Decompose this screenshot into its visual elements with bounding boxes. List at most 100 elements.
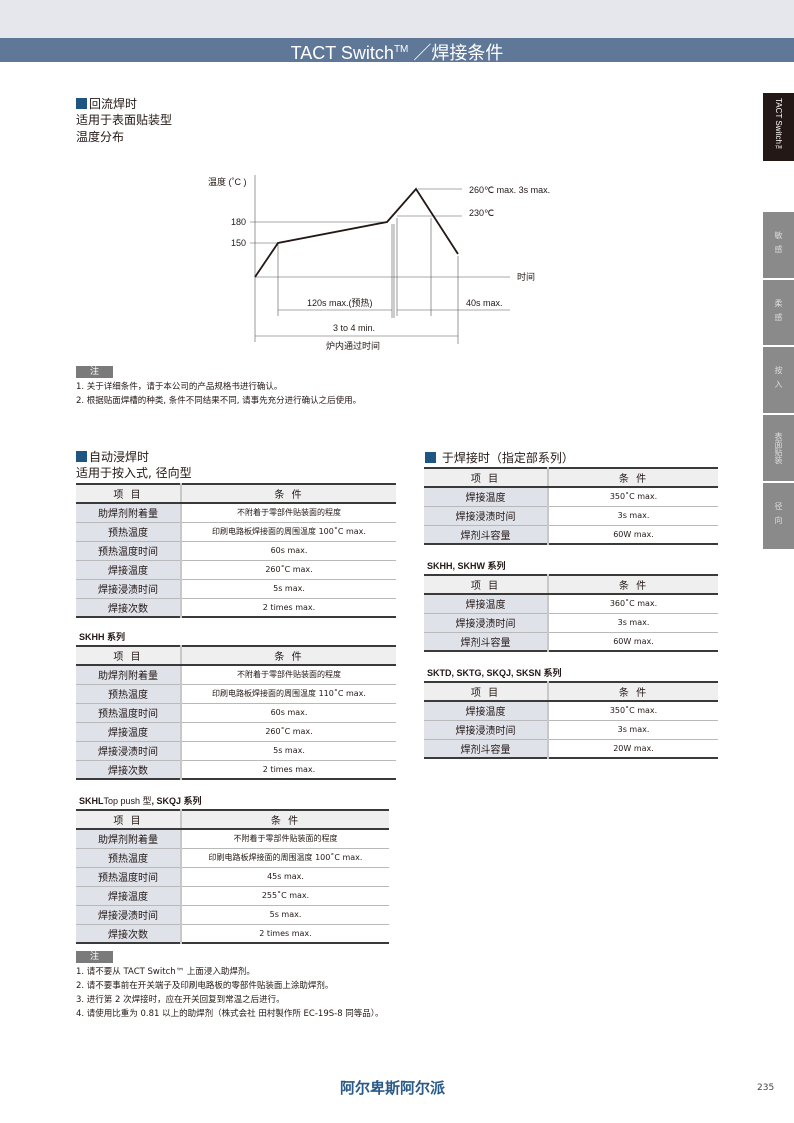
table-row: 焊接浸渍时间 3s max. — [424, 720, 718, 740]
side-tab-sensitive[interactable]: 敏感 — [763, 212, 794, 278]
condition-cell: 印刷电路板焊接面的周围温度 100˚C max. — [181, 522, 396, 542]
y-axis-label: 温度 (˚C ) — [208, 176, 247, 187]
condition-cell: 45s max. — [181, 867, 389, 887]
condition-cell: 条 件 — [181, 810, 389, 830]
table-row: 助焊剂附着量 不附着于零部件贴装面的程度 — [76, 665, 396, 685]
table-header-row: 项 目条 件 — [424, 575, 718, 595]
conditions-table: 项 目条 件助焊剂附着量 不附着于零部件贴装面的程度 预热温度 印刷电路板焊接面的周围… — [76, 483, 396, 618]
reflow-profile-diagram: 温度 (˚C ) 时间 180 150 260℃ max. 3s max. 23… — [208, 175, 550, 351]
item-cell: 助焊剂附着量 — [76, 503, 182, 523]
condition-cell: 印刷电路板焊接面的周围温度 110˚C max. — [181, 684, 396, 704]
condition-cell: 3s max. — [548, 720, 718, 740]
item-cell: 项 目 — [76, 484, 182, 504]
side-tab-tact-switch[interactable]: TACT Switch™ — [763, 93, 794, 161]
note-tag: 注 — [76, 366, 113, 378]
item-cell: 焊接温度 — [424, 701, 549, 721]
x-axis-label: 时间 — [517, 271, 535, 282]
brand-logo: 阿尔卑斯阿尔派 — [340, 1079, 446, 1097]
item-cell: 焊剂斗容量 — [424, 525, 549, 545]
item-cell: 焊接浸渍时间 — [76, 741, 182, 761]
side-tab-radial[interactable]: 径向 — [763, 483, 794, 549]
dip-heading-text: 自动浸焊时 — [89, 450, 150, 464]
table-row: 焊接浸渍时间 3s max. — [424, 506, 718, 526]
item-cell: 预热温度 — [76, 522, 182, 542]
item-cell: 焊接浸渍时间 — [76, 905, 182, 925]
total-label: 3 to 4 min. — [333, 323, 375, 333]
condition-cell: 2 times max. — [181, 924, 389, 944]
table-row: 预热温度时间 60s max. — [76, 541, 396, 561]
temperature-curve — [254, 187, 459, 278]
item-cell: 项 目 — [424, 468, 549, 488]
note-item: 1. 请不要从 TACT Switch™ 上面浸入助焊剂。 — [76, 967, 255, 977]
bullet-square-icon — [425, 452, 436, 463]
table-row: 助焊剂附着量 不附着于零部件贴装面的程度 — [76, 503, 396, 523]
side-tab-soft[interactable]: 柔感 — [763, 280, 794, 345]
item-cell: 预热温度 — [76, 684, 182, 704]
table-title: SKHH, SKHW 系列 — [427, 561, 506, 571]
condition-cell: 60s max. — [181, 703, 396, 723]
oven-time-label: 炉内通过时间 — [326, 340, 380, 351]
table-row: 焊接次数 2 times max. — [76, 924, 389, 944]
side-tab-push-in[interactable]: 按入 — [763, 347, 794, 413]
item-cell: 焊接次数 — [76, 924, 182, 944]
item-cell: 焊接浸渍时间 — [424, 613, 549, 633]
condition-cell: 不附着于零部件贴装面的程度 — [181, 503, 396, 523]
table-row: 焊接次数 2 times max. — [76, 598, 396, 618]
table-row: 焊接次数 2 times max. — [76, 760, 396, 780]
side-tab-smd[interactable]: 表面贴装 — [763, 415, 794, 481]
peak-label: 260℃ max. 3s max. — [469, 185, 550, 195]
table-header-row: 项 目条 件 — [76, 646, 396, 666]
condition-cell: 3s max. — [548, 613, 718, 633]
bullet-square-icon — [76, 451, 87, 462]
condition-cell: 印刷电路板焊接面的周围温度 100˚C max. — [181, 848, 389, 868]
item-cell: 焊接浸渍时间 — [424, 506, 549, 526]
conditions-table: 项 目条 件焊接温度 350˚C max. 焊接浸渍时间 3s max. 焊剂斗容量 20… — [424, 681, 718, 759]
item-cell: 焊接浸渍时间 — [424, 720, 549, 740]
condition-cell: 条 件 — [181, 484, 396, 504]
condition-cell: 2 times max. — [181, 598, 396, 618]
reflow-notes: 1. 关于详细条件，请于本公司的产品规格书进行确认。 2. 根据贴面焊槽的种类,… — [76, 380, 361, 408]
table-row: 焊接温度 255˚C max. — [76, 886, 389, 906]
table-title: SKTD, SKTG, SKQJ, SKSN 系列 — [427, 668, 562, 678]
condition-cell: 3s max. — [548, 506, 718, 526]
item-cell: 预热温度 — [76, 848, 182, 868]
note-item: 2. 请不要事前在开关端子及印刷电路板的零部件贴装面上涂助焊剂。 — [76, 981, 334, 991]
table-row: 预热温度 印刷电路板焊接面的周围温度 110˚C max. — [76, 684, 396, 704]
condition-cell: 60s max. — [181, 541, 396, 561]
condition-cell: 不附着于零部件贴装面的程度 — [181, 829, 389, 849]
table-row: 焊剂斗容量 20W max. — [424, 739, 718, 759]
page-number: 235 — [757, 1083, 775, 1093]
item-cell: 焊接温度 — [424, 487, 549, 507]
condition-cell: 360˚C max. — [548, 594, 718, 614]
condition-cell: 5s max. — [181, 579, 396, 599]
preheat-label: 120s max.(预热) — [307, 297, 373, 308]
table-row: 预热温度 印刷电路板焊接面的周围温度 100˚C max. — [76, 522, 396, 542]
condition-cell: 260˚C max. — [181, 560, 396, 580]
condition-cell: 条 件 — [548, 575, 718, 595]
reflow-heading-text: 回流焊时 — [89, 97, 138, 111]
note-item: 4. 请使用比重为 0.81 以上的助焊剂（株式会社 田村製作所 EC-19S-… — [76, 1009, 384, 1019]
table-row: 助焊剂附着量 不附着于零部件贴装面的程度 — [76, 829, 389, 849]
table-row: 焊接温度 260˚C max. — [76, 722, 396, 742]
note-item: 2. 根据贴面焊槽的种类, 条件不同结果不同, 请事先充分进行确认之后使用。 — [76, 396, 362, 406]
item-cell: 焊接温度 — [424, 594, 549, 614]
table-row: 预热温度 印刷电路板焊接面的周围温度 100˚C max. — [76, 848, 389, 868]
label-230: 230℃ — [469, 208, 494, 218]
item-cell: 助焊剂附着量 — [76, 829, 182, 849]
item-cell: 项 目 — [76, 646, 182, 666]
condition-cell: 2 times max. — [181, 760, 396, 780]
table-header-row: 项 目条 件 — [76, 484, 396, 504]
conditions-table: 项 目条 件助焊剂附着量 不附着于零部件贴装面的程度 预热温度 印刷电路板焊接面的周围… — [76, 645, 396, 780]
condition-cell: 260˚C max. — [181, 722, 396, 742]
condition-cell: 60W max. — [548, 632, 718, 652]
condition-cell: 20W max. — [548, 739, 718, 759]
condition-cell: 350˚C max. — [548, 701, 718, 721]
condition-cell: 350˚C max. — [548, 487, 718, 507]
conditions-table: 项 目条 件焊接温度 360˚C max. 焊接浸渍时间 3s max. 焊剂斗容量 60… — [424, 574, 718, 652]
table-title: SKHH 系列 — [79, 632, 126, 642]
manual-heading: 于焊接时（指定部系列） — [425, 450, 574, 466]
note-item: 1. 关于详细条件，请于本公司的产品规格书进行确认。 — [76, 382, 283, 392]
dip-applies: 适用于按入式, 径向型 — [76, 466, 192, 480]
dip-heading: 自动浸焊时 — [76, 449, 149, 465]
table-row: 预热温度时间 45s max. — [76, 867, 389, 887]
